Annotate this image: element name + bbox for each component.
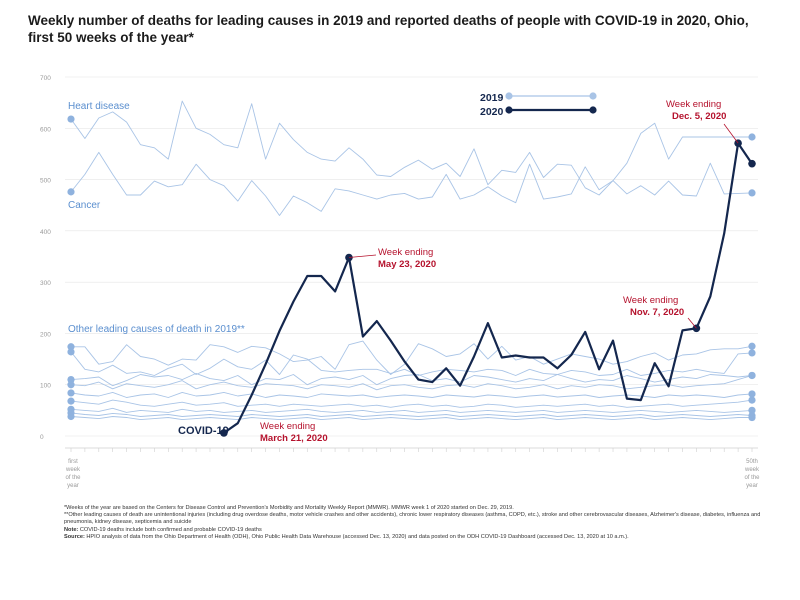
heart-disease-label: Heart disease xyxy=(68,101,130,112)
x-last-line2: week xyxy=(744,467,760,473)
line-other-cause-g-2019 xyxy=(70,407,753,413)
line-other-cause-f-2019 xyxy=(70,399,753,408)
y-tick-label-300: 300 xyxy=(40,280,51,287)
legend-2019-label: 2019 xyxy=(480,92,504,104)
y-tick-label-700: 700 xyxy=(40,75,51,82)
y-tick-label-200: 200 xyxy=(40,331,51,338)
note-label: Note: xyxy=(64,526,79,533)
annotation-nov7: Week ending Nov. 7, 2020 xyxy=(623,295,684,318)
x-first-line4: year xyxy=(67,483,79,489)
line-other-cause-c-2019 xyxy=(70,372,753,387)
annotation-may23-line2: May 23, 2020 xyxy=(378,259,436,270)
start-marker-other-cause-d-2019 xyxy=(67,381,75,389)
gridlines: 0 100 200 300 400 500 600 700 xyxy=(40,75,758,452)
source-label: Source: xyxy=(64,533,85,540)
annotation-dec5-line1: Week ending xyxy=(666,99,721,110)
annotation-mar21: Week ending March 21, 2020 xyxy=(260,421,328,444)
annotation-mar21-line1: Week ending xyxy=(260,421,315,432)
annotation-leaders xyxy=(348,123,739,329)
start-marker-other-cause-c-2019 xyxy=(67,375,75,384)
line-other-cause-i-2019 xyxy=(70,416,752,421)
covid-label: COVID-19 xyxy=(178,425,229,437)
other-causes-label: Other leading causes of death in 2019** xyxy=(68,324,245,335)
end-marker-other-cause-b-2019 xyxy=(748,349,756,357)
leader-dec5 xyxy=(723,123,739,144)
start-marker-other-cause-i-2019 xyxy=(67,412,75,421)
note-text: COVID-19 deaths include both confirmed a… xyxy=(78,526,262,533)
annotation-dec5-line2: Dec. 5, 2020 xyxy=(672,111,726,122)
annotation-may23: Week ending May 23, 2020 xyxy=(378,247,436,270)
chart-area: 0 100 200 300 400 500 600 700 2019 2020 Heart d… xyxy=(40,75,760,489)
end-marker-other-cause-a-2019 xyxy=(748,342,756,350)
end-marker-heart-disease-2019 xyxy=(748,133,756,141)
end-marker-cancer-2019 xyxy=(748,189,756,197)
y-tick-label-400: 400 xyxy=(40,229,51,236)
annotation-nov7-line1: Week ending xyxy=(623,295,678,306)
x-last-line1: 50th xyxy=(746,459,758,465)
line-other-cause-a-2019 xyxy=(71,340,753,375)
line-other-cause-d-2019 xyxy=(70,375,753,391)
x-first-line1: first xyxy=(68,459,78,465)
footnotes: *Weeks of the year are based on the Cent… xyxy=(64,505,764,541)
leader-nov7 xyxy=(687,317,697,329)
legend: 2019 2020 xyxy=(480,92,597,118)
end-marker-other-cause-g-2019 xyxy=(748,406,756,414)
legend-2020-label: 2020 xyxy=(480,106,504,118)
start-marker-cancer-2019 xyxy=(67,188,75,196)
line-other-cause-h-2019 xyxy=(70,412,753,417)
covid-marker-week-12 xyxy=(220,429,228,437)
legend-2019-marker-end xyxy=(589,92,597,100)
start-marker-heart-disease-2019 xyxy=(67,115,75,123)
footnote-weeks: *Weeks of the year are based on the Cent… xyxy=(64,505,514,511)
end-marker-other-cause-d-2019 xyxy=(748,371,756,380)
start-marker-other-cause-f-2019 xyxy=(67,397,75,405)
series-2019-end-markers xyxy=(67,115,756,422)
line-heart-disease-2019 xyxy=(70,100,752,196)
y-tick-label-0: 0 xyxy=(40,434,44,441)
annotation-dec5: Week ending Dec. 5, 2020 xyxy=(666,99,726,122)
series-covid-2020 xyxy=(220,139,756,437)
annotation-nov7-line2: Nov. 7, 2020 xyxy=(630,307,684,318)
y-tick-label-500: 500 xyxy=(40,178,51,185)
x-first-line2: week xyxy=(65,467,81,473)
legend-2019-marker-start xyxy=(505,92,513,100)
covid-marker-week-50 xyxy=(748,159,756,168)
line-other-cause-e-2019 xyxy=(70,391,753,398)
start-marker-other-cause-e-2019 xyxy=(67,389,75,397)
y-tick-label-100: 100 xyxy=(40,383,51,390)
x-last-line4: year xyxy=(746,483,758,489)
end-marker-other-cause-e-2019 xyxy=(748,390,756,398)
annotation-may23-line1: Week ending xyxy=(378,247,433,258)
y-tick-label-600: 600 xyxy=(40,126,51,133)
legend-2020-marker-start xyxy=(505,106,513,114)
x-axis-50th-week-label: 50th week of the year xyxy=(744,459,760,489)
x-first-line3: of the xyxy=(65,475,81,481)
cancer-label: Cancer xyxy=(68,200,101,211)
line-cancer-2019 xyxy=(70,151,753,216)
legend-2020-marker-end xyxy=(589,106,597,114)
leader-may23 xyxy=(348,254,377,258)
end-marker-other-cause-f-2019 xyxy=(748,396,756,404)
source-text: HPIO analysis of data from the Ohio Depa… xyxy=(84,533,629,540)
footnote-source: Source: HPIO analysis of data from the O… xyxy=(64,534,764,541)
end-marker-other-cause-i-2019 xyxy=(748,413,756,422)
footnote-note: Note: COVID-19 deaths include both confi… xyxy=(64,527,764,534)
footnote-other-causes: **Other leading causes of death are unin… xyxy=(64,512,761,526)
chart-title: Weekly number of deaths for leading caus… xyxy=(28,13,749,45)
start-marker-other-cause-b-2019 xyxy=(67,348,75,356)
line-covid-19-2020 xyxy=(223,142,753,434)
series-2019 xyxy=(70,100,753,421)
start-marker-other-cause-a-2019 xyxy=(67,343,75,351)
x-axis-first-week-label: first week of the year xyxy=(65,459,81,489)
x-last-line3: of the xyxy=(744,475,760,481)
annotation-mar21-line2: March 21, 2020 xyxy=(260,433,328,444)
